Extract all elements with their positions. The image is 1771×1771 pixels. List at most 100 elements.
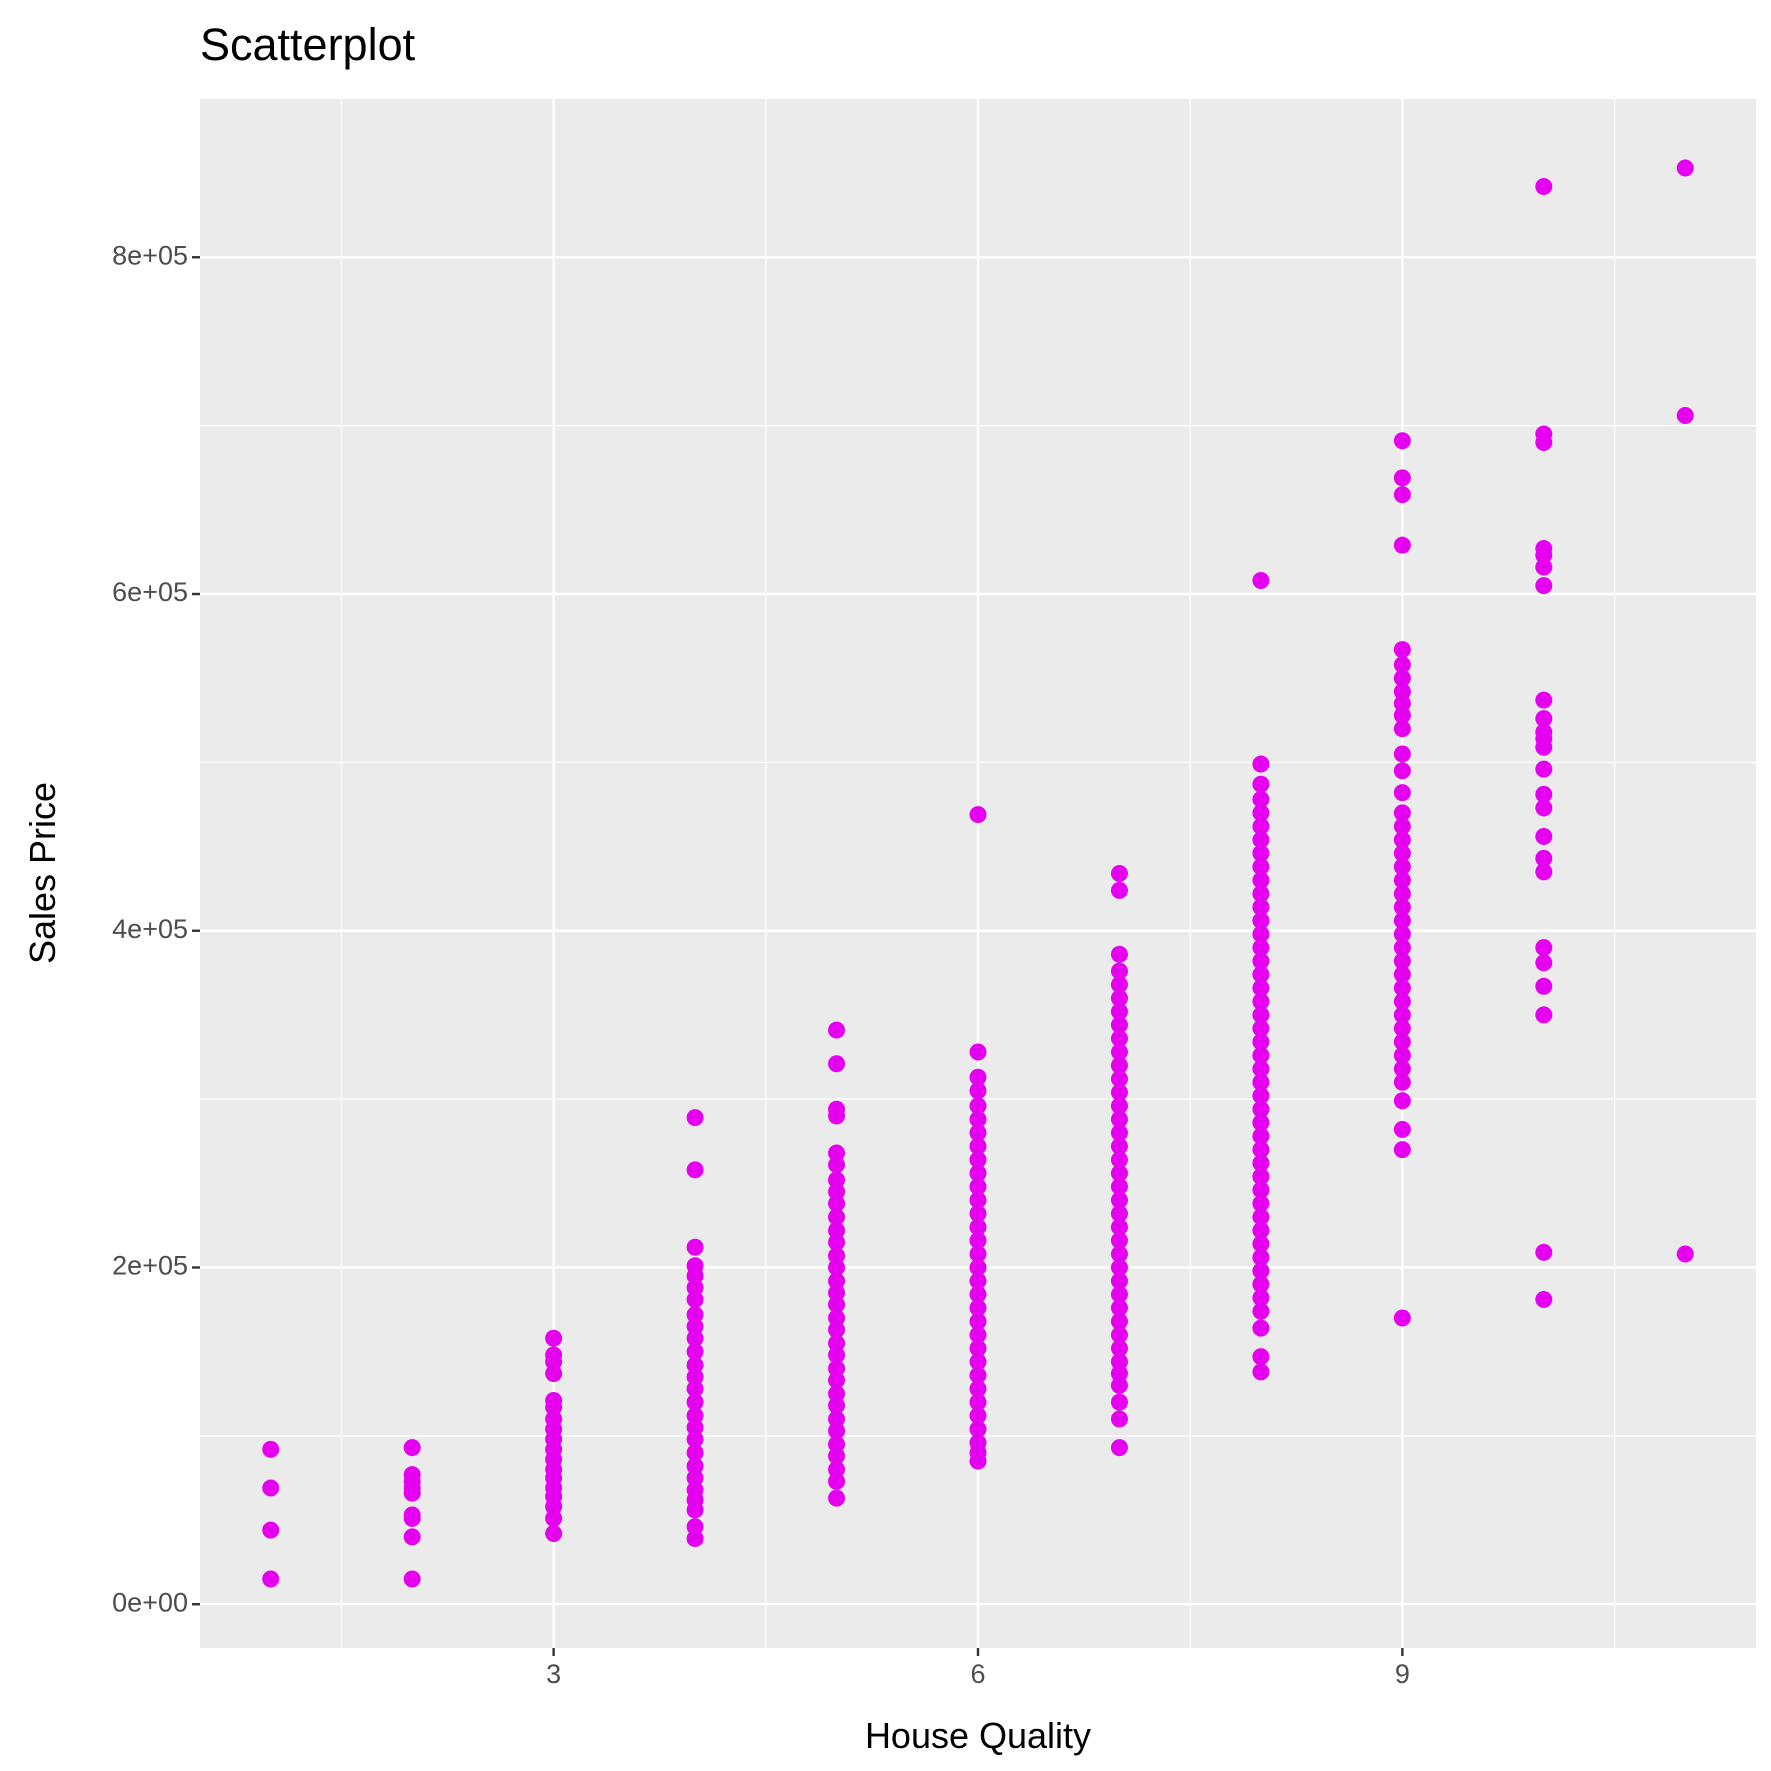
point [1535, 827, 1553, 845]
point [1110, 976, 1128, 994]
point [1252, 572, 1270, 590]
point [1110, 1003, 1128, 1021]
point [1110, 962, 1128, 980]
point [969, 1218, 987, 1236]
point [969, 1272, 987, 1290]
point [1110, 1083, 1128, 1101]
point [1393, 898, 1411, 916]
point [1110, 1272, 1128, 1290]
point [1110, 1016, 1128, 1034]
point [1393, 762, 1411, 780]
point [828, 1309, 846, 1327]
point [262, 1521, 280, 1539]
point [1252, 1046, 1270, 1064]
point [1393, 784, 1411, 802]
point [969, 1407, 987, 1425]
point [1535, 691, 1553, 709]
point [545, 1365, 563, 1383]
point [828, 1233, 846, 1251]
point [828, 1258, 846, 1276]
point [1110, 1299, 1128, 1317]
point [1252, 1114, 1270, 1132]
point [1252, 1235, 1270, 1253]
point [1393, 817, 1411, 835]
point [686, 1380, 704, 1398]
y-tick-label: 2e+05 [112, 1251, 188, 1281]
point [1252, 871, 1270, 889]
point [1252, 844, 1270, 862]
point [545, 1353, 563, 1371]
point [1535, 939, 1553, 957]
point [1110, 1393, 1128, 1411]
point [686, 1457, 704, 1475]
point [969, 1110, 987, 1128]
point [403, 1528, 421, 1546]
point [1252, 1154, 1270, 1172]
point [828, 1346, 846, 1364]
point [1393, 432, 1411, 450]
point [686, 1161, 704, 1179]
point [969, 1164, 987, 1182]
point [1252, 1262, 1270, 1280]
point [262, 1570, 280, 1588]
point [1535, 1243, 1553, 1261]
point [1252, 1363, 1270, 1381]
point [1252, 1275, 1270, 1293]
point [969, 1380, 987, 1398]
point [828, 1195, 846, 1213]
point [1252, 1195, 1270, 1213]
point [686, 1518, 704, 1536]
point [1252, 952, 1270, 970]
point [686, 1368, 704, 1386]
point [1393, 925, 1411, 943]
point [828, 1107, 846, 1125]
point [969, 1326, 987, 1344]
point [828, 1021, 846, 1039]
point [969, 1366, 987, 1384]
x-axis-title: House Quality [865, 1715, 1091, 1756]
point [969, 1452, 987, 1470]
point [828, 1171, 846, 1189]
point [1393, 1060, 1411, 1078]
point [969, 1124, 987, 1142]
point [1252, 1289, 1270, 1307]
point [1393, 1309, 1411, 1327]
point [1110, 1205, 1128, 1223]
point [828, 1284, 846, 1302]
y-tick-label: 8e+05 [112, 240, 188, 270]
point [1393, 804, 1411, 822]
point [1535, 760, 1553, 778]
point [403, 1484, 421, 1502]
point [828, 1360, 846, 1378]
point [686, 1393, 704, 1411]
point [545, 1398, 563, 1416]
point [1252, 1100, 1270, 1118]
point [1252, 775, 1270, 793]
point [1110, 1353, 1128, 1371]
point [1252, 1248, 1270, 1266]
point [969, 1082, 987, 1100]
point [1110, 1151, 1128, 1169]
point [828, 1461, 846, 1479]
point [686, 1238, 704, 1256]
point [1110, 1365, 1128, 1383]
point [828, 1371, 846, 1389]
point [686, 1343, 704, 1361]
point [1252, 898, 1270, 916]
y-tick-label: 4e+05 [112, 914, 188, 944]
point [1252, 790, 1270, 808]
point [1393, 1092, 1411, 1110]
point [1252, 1019, 1270, 1037]
point [828, 1221, 846, 1239]
point [1535, 433, 1553, 451]
point [262, 1440, 280, 1458]
point [1393, 1019, 1411, 1037]
point [1252, 966, 1270, 984]
x-tick-label: 9 [1395, 1659, 1410, 1689]
point [1393, 858, 1411, 876]
point [1535, 977, 1553, 995]
point [403, 1509, 421, 1527]
point [686, 1530, 704, 1548]
point [1535, 799, 1553, 817]
